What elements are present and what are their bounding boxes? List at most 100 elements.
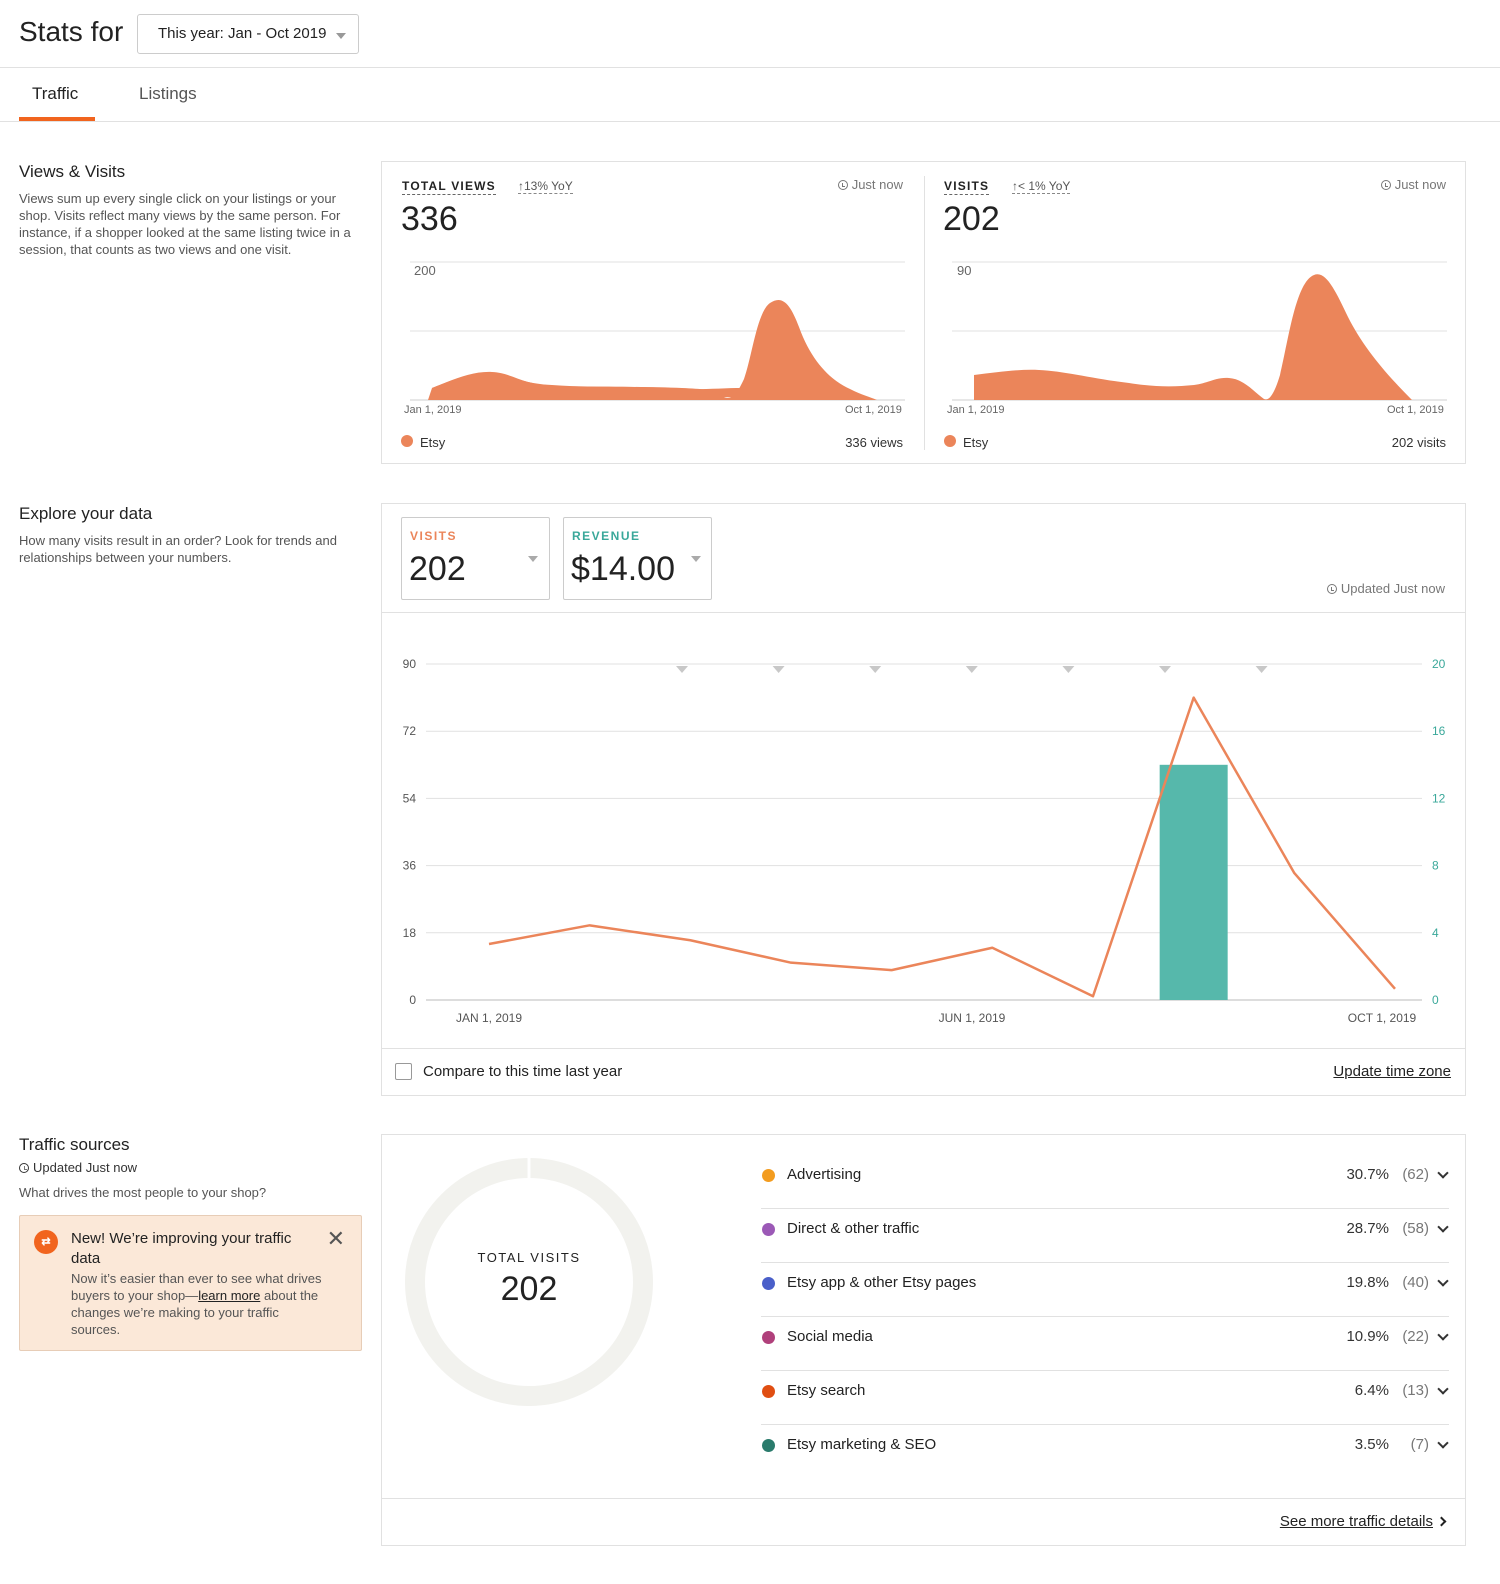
visits-metric-value: 202	[409, 550, 466, 588]
total-views-label[interactable]: TOTAL VIEWS	[402, 179, 496, 195]
revenue-metric-select[interactable]: REVENUE $14.00	[563, 517, 712, 600]
close-icon[interactable]: ✕	[326, 1226, 345, 1251]
source-row-etsy-app[interactable]: Etsy app & other Etsy pages 19.8% (40)	[761, 1263, 1449, 1317]
y-right-tick-label: 8	[1432, 859, 1439, 873]
source-count: (40)	[1402, 1274, 1429, 1291]
header: Stats for This year: Jan - Oct 2019	[0, 0, 1500, 68]
legend-dot-etsy	[944, 435, 956, 447]
chevron-down-icon	[1437, 1275, 1449, 1287]
source-name: Etsy marketing & SEO	[787, 1436, 937, 1453]
y-left-tick-label: 18	[403, 926, 417, 940]
divider	[382, 1498, 1465, 1499]
x-tick-label: JUN 1, 2019	[939, 1011, 1006, 1025]
total-views-x-start: Jan 1, 2019	[404, 404, 462, 416]
tab-bar: Traffic Listings	[0, 68, 1500, 122]
tab-traffic[interactable]: Traffic	[32, 84, 79, 103]
learn-more-link[interactable]: learn more	[198, 1288, 261, 1303]
total-views-updated-text: Just now	[851, 177, 903, 192]
revenue-metric-label: REVENUE	[572, 529, 641, 543]
visits-line	[488, 696, 1396, 998]
see-more-traffic-link[interactable]: See more traffic details	[1279, 1513, 1433, 1530]
swap-icon: ⇄	[34, 1230, 58, 1254]
explore-description: How many visits result in an order? Look…	[19, 533, 337, 565]
chevron-down-icon	[1437, 1221, 1449, 1233]
donut-label: TOTAL VISITS	[477, 1250, 581, 1265]
traffic-data-notice: ⇄ New! We’re improving your traffic data…	[19, 1215, 362, 1351]
explore-card: VISITS 202 REVENUE $14.00 Updated Just n…	[381, 503, 1466, 1096]
source-count: (13)	[1402, 1382, 1429, 1399]
marker-icon	[965, 666, 978, 673]
y-left-tick-label: 0	[409, 993, 416, 1007]
x-tick-label: JAN 1, 2019	[456, 1011, 522, 1025]
marker-icon	[869, 666, 882, 673]
visits-axis-max: 90	[957, 263, 972, 278]
compare-label: Compare to this time last year	[423, 1063, 623, 1080]
source-name: Social media	[787, 1328, 873, 1345]
total-views-updated: Just now	[837, 177, 903, 192]
chevron-down-icon	[1437, 1167, 1449, 1179]
visits-yoy-value: < 1% YoY	[1018, 179, 1071, 193]
y-left-tick-label: 72	[403, 724, 417, 738]
date-range-select[interactable]: This year: Jan - Oct 2019	[137, 14, 359, 54]
source-color-dot	[762, 1331, 775, 1344]
visits-metric-select[interactable]: VISITS 202	[401, 517, 550, 600]
chevron-down-icon	[1437, 1383, 1449, 1395]
update-time-zone-link[interactable]: Update time zone	[1333, 1063, 1451, 1080]
divider	[382, 1048, 1465, 1049]
caret-down-icon	[336, 33, 346, 39]
panel-divider	[924, 176, 925, 450]
source-color-dot	[762, 1439, 775, 1452]
marker-icon	[772, 666, 785, 673]
views-visits-title: Views & Visits	[19, 162, 126, 181]
traffic-donut	[405, 1157, 653, 1406]
views-visits-card: TOTAL VIEWS ↑13% YoY Just now 336 200 Ja…	[381, 161, 1466, 464]
traffic-sources-card: TOTAL VISITS 202 See more traffic detail…	[381, 1134, 1466, 1546]
source-color-dot	[762, 1223, 775, 1236]
chevron-down-icon	[1437, 1437, 1449, 1449]
traffic-sources-updated-text: Updated Just now	[33, 1160, 138, 1175]
traffic-sources-updated: Updated Just now	[19, 1160, 137, 1175]
visits-value: 202	[943, 200, 1000, 238]
source-row-direct[interactable]: Direct & other traffic 28.7% (58)	[761, 1209, 1449, 1263]
total-views-chart	[410, 261, 905, 401]
notice-title: New! We’re improving your traffic data	[71, 1230, 292, 1267]
explore-title: Explore your data	[19, 504, 153, 523]
page-title: Stats for	[19, 16, 124, 47]
source-row-advertising[interactable]: Advertising 30.7% (62)	[761, 1155, 1449, 1209]
legend-dot-etsy	[401, 435, 413, 447]
visits-label[interactable]: VISITS	[944, 179, 990, 195]
visits-chart	[952, 261, 1447, 401]
y-left-tick-label: 54	[403, 791, 417, 805]
source-name: Advertising	[787, 1166, 862, 1183]
traffic-sources-question: What drives the most people to your shop…	[19, 1185, 267, 1200]
traffic-sources-title: Traffic sources	[19, 1135, 130, 1154]
notice-body-text-end: about the changes we’re making to your t…	[71, 1288, 319, 1337]
visits-legend: Etsy	[963, 435, 989, 450]
explore-updated: Updated Just now	[1326, 581, 1445, 596]
notice-body: Now it’s easier than ever to see what dr…	[71, 1270, 331, 1338]
y-left-tick-label: 36	[403, 859, 417, 873]
compare-checkbox[interactable]	[395, 1063, 412, 1080]
total-views-yoy[interactable]: ↑13% YoY	[518, 179, 573, 194]
views-visits-description: Views sum up every single click on your …	[19, 191, 351, 257]
y-right-tick-label: 12	[1432, 791, 1446, 805]
donut-value: 202	[500, 1270, 558, 1308]
explore-updated-text: Updated Just now	[1340, 581, 1445, 596]
x-tick-label: OCT 1, 2019	[1348, 1011, 1417, 1025]
source-percent: 19.8%	[1346, 1274, 1389, 1291]
source-color-dot	[762, 1277, 775, 1290]
total-views-summary: 336 views	[845, 435, 903, 450]
source-row-marketing-seo[interactable]: Etsy marketing & SEO 3.5% (7)	[761, 1425, 1449, 1479]
revenue-bar	[1159, 764, 1228, 1000]
visits-yoy[interactable]: ↑< 1% YoY	[1012, 179, 1071, 194]
clock-icon	[19, 1163, 29, 1173]
marker-icon	[1062, 666, 1075, 673]
source-row-social[interactable]: Social media 10.9% (22)	[761, 1317, 1449, 1371]
divider	[382, 612, 1465, 613]
source-count: (22)	[1402, 1328, 1429, 1345]
source-row-etsy-search[interactable]: Etsy search 6.4% (13)	[761, 1371, 1449, 1425]
source-percent: 30.7%	[1346, 1166, 1389, 1183]
total-views-legend: Etsy	[420, 435, 446, 450]
tab-listings[interactable]: Listings	[139, 84, 197, 103]
source-percent: 10.9%	[1346, 1328, 1389, 1345]
